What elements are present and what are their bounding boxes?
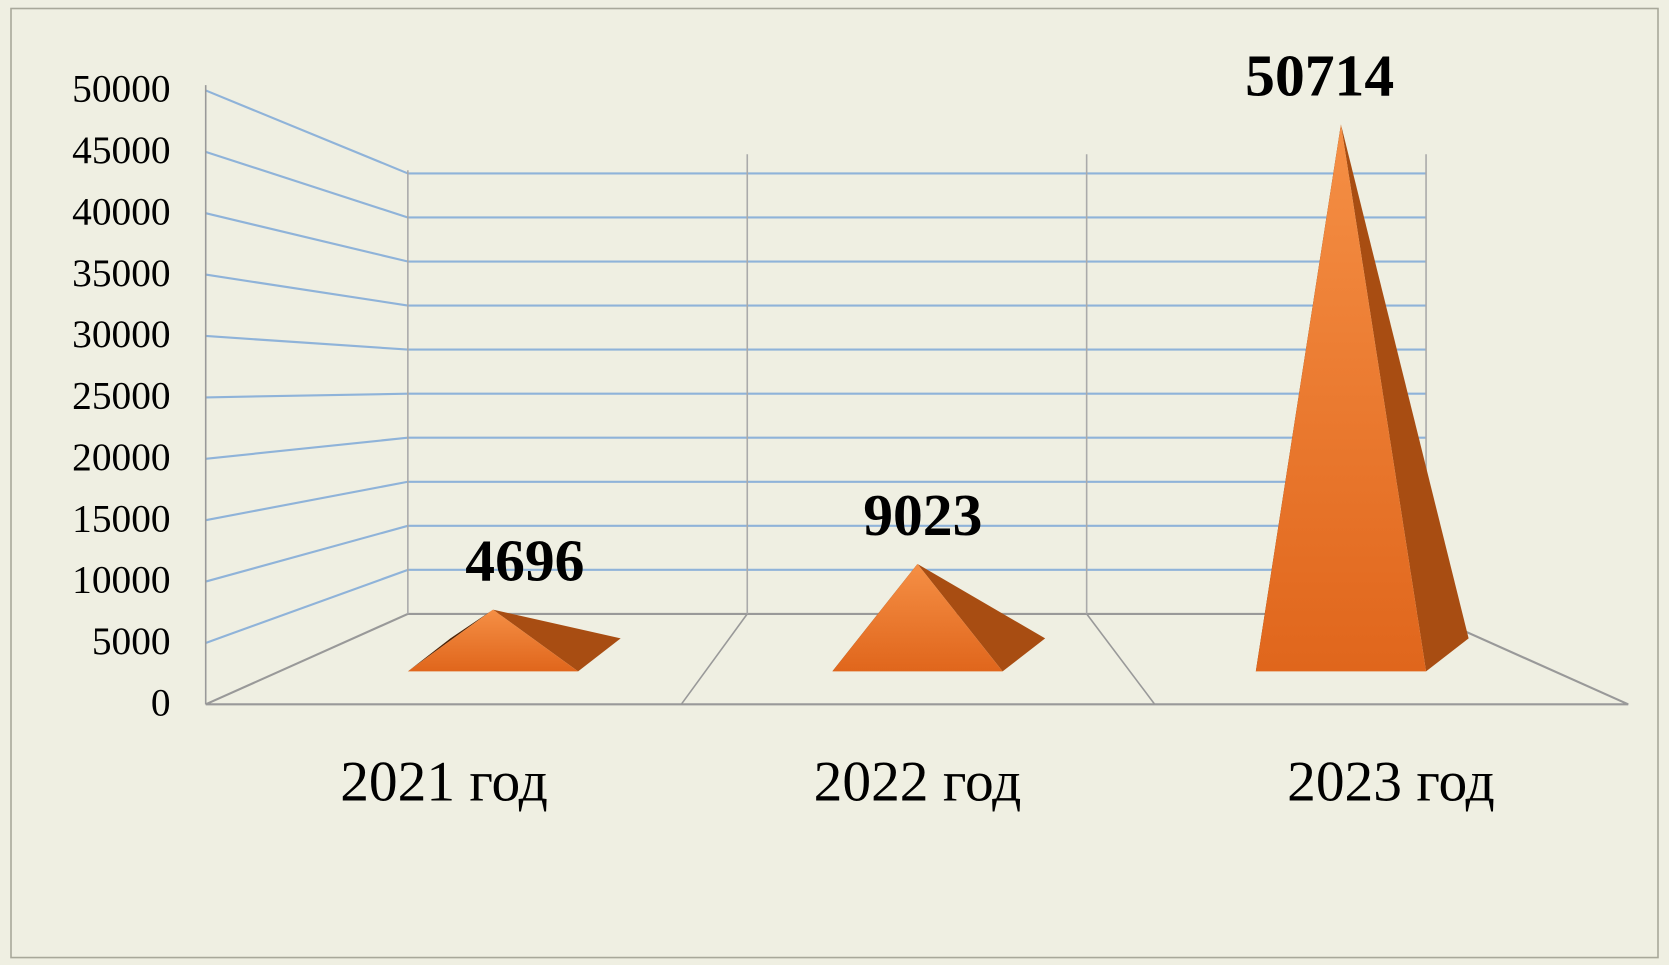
frame [10, 7, 1659, 959]
grid-line [205, 150, 409, 219]
y-tick-label: 35000 [72, 251, 170, 295]
grid-line [205, 436, 408, 460]
pyramid-front-face [832, 563, 1003, 672]
y-tick-label: 5000 [92, 619, 171, 663]
grid-line [205, 89, 409, 175]
y-tick-label: 25000 [72, 374, 170, 418]
grid [205, 89, 1427, 644]
y-tick-label: 10000 [72, 558, 170, 602]
x-tick-label: 2021 год [340, 751, 548, 814]
y-tick-label: 40000 [72, 189, 170, 233]
pyramid-right-face [492, 609, 621, 672]
data-label: 9023 [863, 482, 982, 548]
grid-line [205, 392, 408, 399]
pyramid-right-face [1340, 124, 1469, 672]
y-tick-label: 15000 [72, 496, 170, 540]
grid-line [205, 524, 409, 583]
pyramid [407, 609, 621, 672]
grid-line [205, 480, 409, 522]
y-tick-label: 0 [151, 680, 171, 724]
x-tick-label: 2022 год [814, 751, 1022, 814]
grid-line [205, 334, 408, 351]
data-label: 4696 [465, 528, 584, 594]
pyramid-front-face [1255, 124, 1427, 672]
y-tick-label: 20000 [72, 435, 170, 479]
x-tick-label: 2023 год [1287, 751, 1495, 814]
y-tick-label: 45000 [72, 128, 170, 172]
floor-divider [1086, 613, 1156, 705]
y-tick-label: 30000 [72, 312, 170, 356]
floor-divider [680, 613, 748, 705]
pyramid-right-face [917, 563, 1046, 672]
grid-line [205, 568, 409, 644]
grid-line [205, 273, 409, 307]
pyramid [832, 563, 1046, 672]
data-label: 50714 [1245, 43, 1394, 109]
grid-line [205, 212, 409, 263]
pyramid-front-face [407, 609, 579, 672]
y-tick-label: 50000 [72, 67, 170, 111]
